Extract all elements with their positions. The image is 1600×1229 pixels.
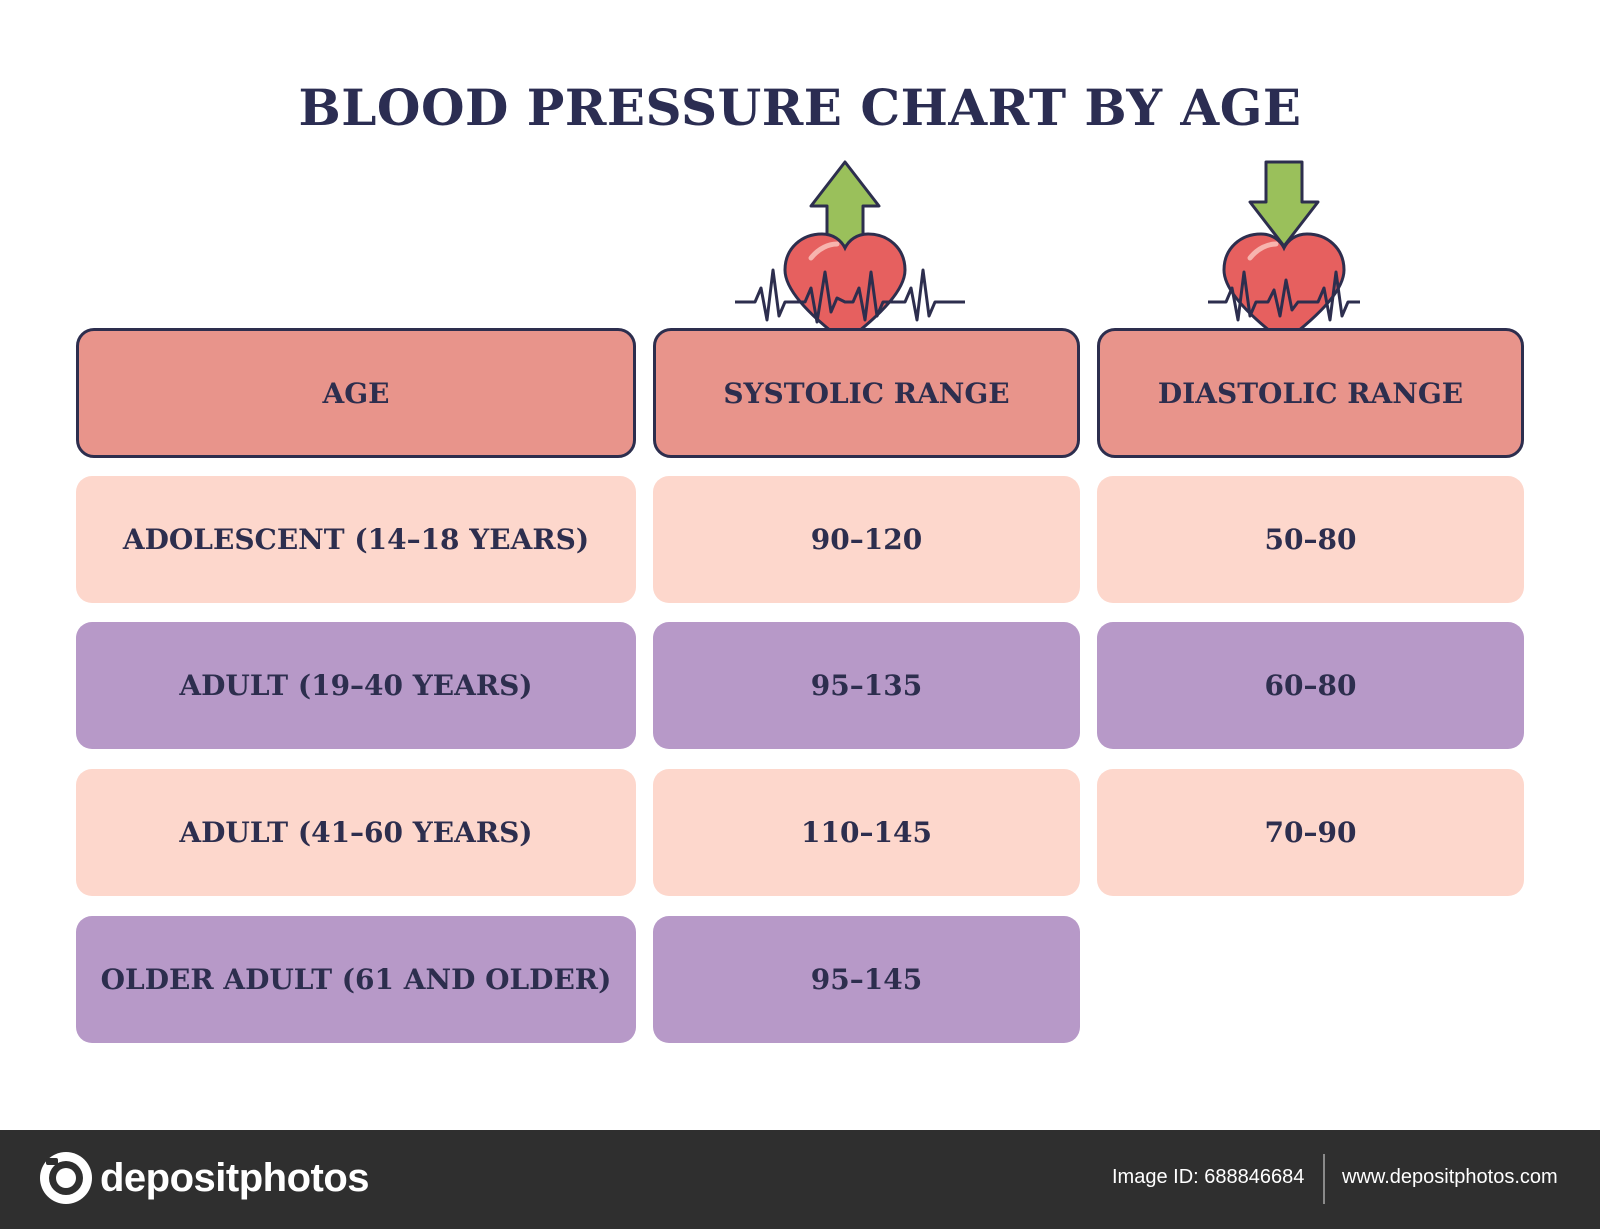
header-age-label: AGE [322, 376, 390, 410]
row-4-age-text: OLDER ADULT (61 AND OLDER) [100, 963, 612, 996]
header-systolic: SYSTOLIC RANGE [653, 328, 1080, 458]
camera-logo-icon [40, 1152, 92, 1204]
heart-up-arrow-icon [735, 160, 965, 344]
header-age: AGE [76, 328, 636, 458]
row-3-age-text: ADULT (41–60 YEARS) [179, 816, 533, 849]
table-row-1-systolic: 90–120 [653, 476, 1080, 603]
footer-divider [1323, 1154, 1325, 1204]
header-diastolic: DIASTOLIC RANGE [1097, 328, 1524, 458]
chart-title: BLOOD PRESSURE CHART BY AGE [298, 78, 1302, 137]
table-row-2-systolic: 95–135 [653, 622, 1080, 749]
table-row-1-age: ADOLESCENT (14–18 YEARS) [76, 476, 636, 603]
table-row-4-age: OLDER ADULT (61 AND OLDER) [76, 916, 636, 1043]
table-row-3-systolic: 110–145 [653, 769, 1080, 896]
table-row-4-systolic: 95–145 [653, 916, 1080, 1043]
row-4-systolic-text: 95–145 [810, 963, 923, 996]
footer-bar: depositphotos Image ID: 688846684 www.de… [0, 1130, 1600, 1229]
row-3-diastolic-text: 70–90 [1264, 816, 1357, 849]
table-row-2-age: ADULT (19–40 YEARS) [76, 622, 636, 749]
heart-down-arrow-icon [1208, 160, 1360, 344]
table-row-3-age: ADULT (41–60 YEARS) [76, 769, 636, 896]
header-systolic-label: SYSTOLIC RANGE [723, 376, 1010, 410]
table-row-2-diastolic: 60–80 [1097, 622, 1524, 749]
table-row-3-diastolic: 70–90 [1097, 769, 1524, 896]
row-1-age-text: ADOLESCENT (14–18 YEARS) [122, 523, 590, 556]
header-diastolic-label: DIASTOLIC RANGE [1157, 376, 1464, 410]
row-3-systolic-text: 110–145 [801, 816, 932, 849]
row-2-age-text: ADULT (19–40 YEARS) [179, 669, 533, 702]
brand-name: depositphotos [100, 1156, 370, 1200]
row-1-diastolic-text: 50–80 [1264, 523, 1357, 556]
row-2-systolic-text: 95–135 [810, 669, 923, 702]
row-2-diastolic-text: 60–80 [1264, 669, 1357, 702]
table-row-1-diastolic: 50–80 [1097, 476, 1524, 603]
image-id: Image ID: 688846684 [1112, 1166, 1305, 1188]
site-url[interactable]: www.depositphotos.com [1342, 1166, 1558, 1188]
row-1-systolic-text: 90–120 [810, 523, 923, 556]
